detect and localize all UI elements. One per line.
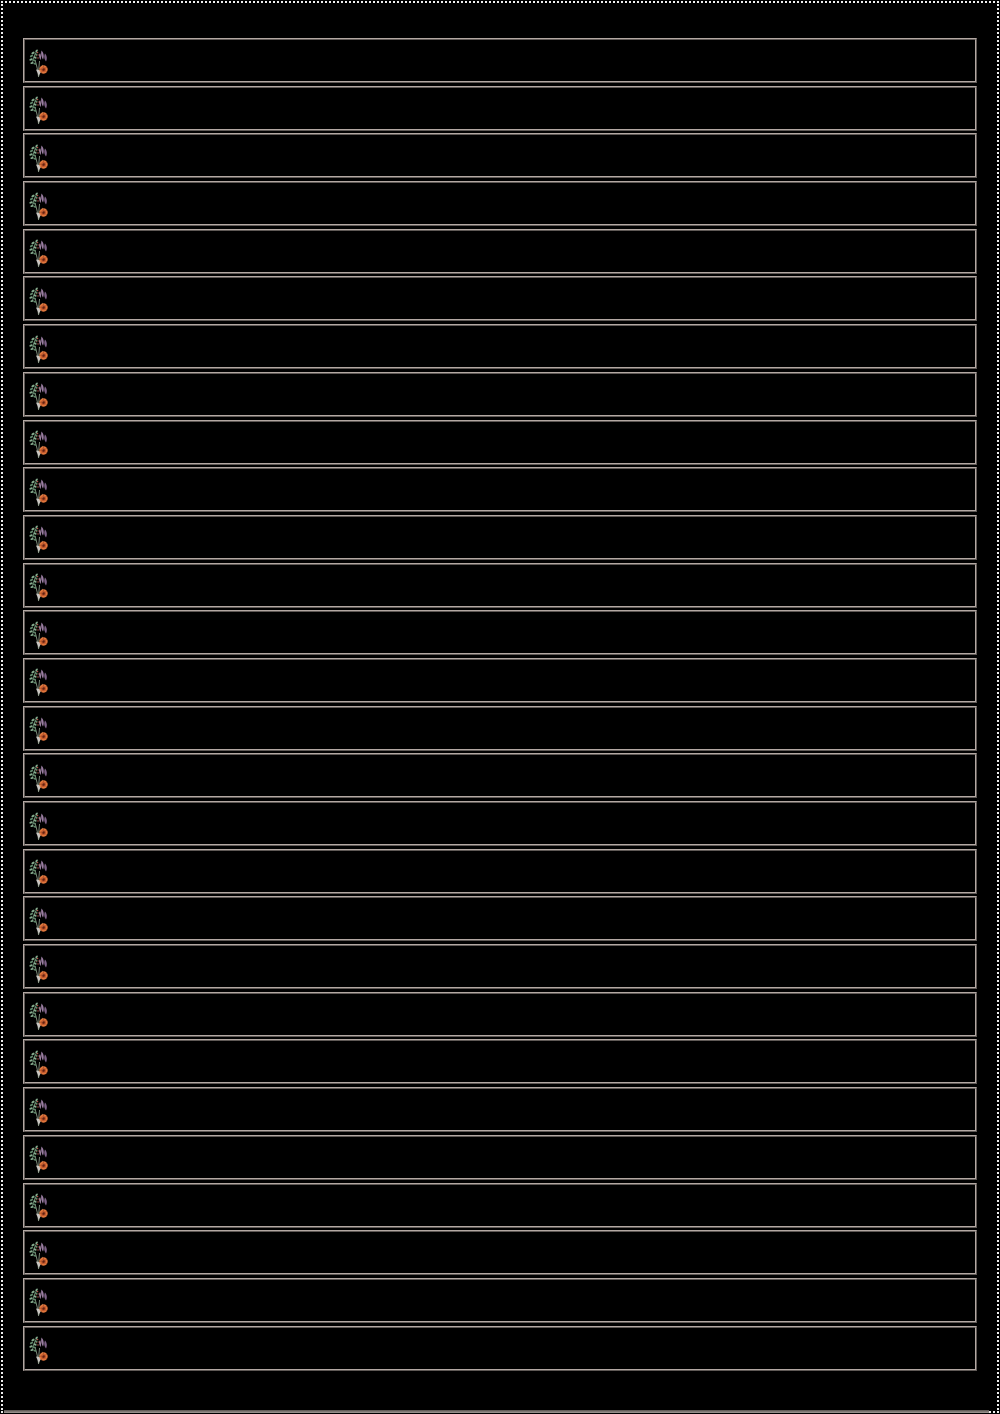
bouquet-icon xyxy=(28,1097,50,1127)
list-item-row[interactable] xyxy=(23,371,977,417)
bouquet-icon xyxy=(28,286,50,316)
list-item-row[interactable] xyxy=(23,944,977,990)
list-item-row[interactable] xyxy=(23,610,977,656)
list-item-row[interactable] xyxy=(23,753,977,799)
list-item-row[interactable] xyxy=(23,85,977,131)
bouquet-icon xyxy=(28,1192,50,1222)
bouquet-icon xyxy=(28,906,50,936)
bottom-rule xyxy=(4,1410,989,1413)
bouquet-icon xyxy=(28,1240,50,1270)
list-item-row[interactable] xyxy=(23,324,977,370)
bouquet-icon xyxy=(28,954,50,984)
list-item-row[interactable] xyxy=(23,38,977,83)
bouquet-icon xyxy=(28,715,50,745)
bouquet-icon xyxy=(28,1049,50,1079)
bouquet-icon xyxy=(28,858,50,888)
list-item-row[interactable] xyxy=(23,896,977,942)
list-item-row[interactable] xyxy=(23,276,977,322)
list-item-row[interactable] xyxy=(23,228,977,274)
list-item-row[interactable] xyxy=(23,991,977,1037)
bouquet-icon xyxy=(28,524,50,554)
list-item-row[interactable] xyxy=(23,181,977,227)
bouquet-icon xyxy=(28,48,50,78)
list-item-row[interactable] xyxy=(23,1277,977,1323)
list-item-row[interactable] xyxy=(23,848,977,894)
bouquet-icon xyxy=(28,477,50,507)
bouquet-icon xyxy=(28,811,50,841)
bouquet-icon xyxy=(28,763,50,793)
list-item-row[interactable] xyxy=(23,133,977,179)
bouquet-icon xyxy=(28,1335,50,1365)
list-item-row[interactable] xyxy=(23,657,977,703)
list-item-row[interactable] xyxy=(23,562,977,608)
list-item-row[interactable] xyxy=(23,467,977,513)
bouquet-icon xyxy=(28,238,50,268)
list-item-row[interactable] xyxy=(23,1230,977,1276)
list-item-row[interactable] xyxy=(23,1134,977,1180)
list-item-row[interactable] xyxy=(23,705,977,751)
bouquet-icon xyxy=(28,334,50,364)
list-item-row[interactable] xyxy=(23,1087,977,1133)
bouquet-row-list xyxy=(23,38,977,1373)
bouquet-icon xyxy=(28,1287,50,1317)
bouquet-icon xyxy=(28,381,50,411)
bouquet-icon xyxy=(28,572,50,602)
list-item-row[interactable] xyxy=(23,419,977,465)
bouquet-icon xyxy=(28,95,50,125)
bouquet-icon xyxy=(28,1001,50,1031)
bouquet-icon xyxy=(28,620,50,650)
list-item-row[interactable] xyxy=(23,1325,977,1371)
list-item-row[interactable] xyxy=(23,1039,977,1085)
bouquet-icon xyxy=(28,143,50,173)
bouquet-icon xyxy=(28,1144,50,1174)
list-item-row[interactable] xyxy=(23,1182,977,1228)
list-item-row[interactable] xyxy=(23,801,977,846)
bouquet-icon xyxy=(28,667,50,697)
bouquet-icon xyxy=(28,429,50,459)
bouquet-icon xyxy=(28,191,50,221)
list-item-row[interactable] xyxy=(23,514,977,560)
